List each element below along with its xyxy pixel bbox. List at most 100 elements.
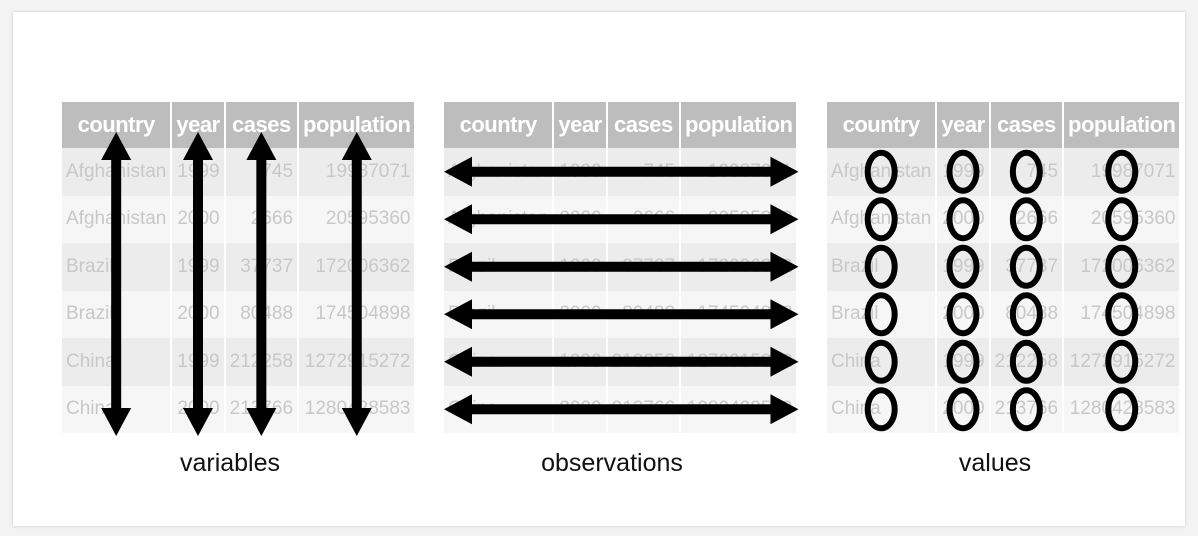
- population-cell: 174504898: [1064, 290, 1180, 338]
- country-cell: Afghanistan: [444, 195, 553, 243]
- cases-cell: 213766: [607, 385, 680, 433]
- country-cell: Afghanistan: [827, 148, 936, 196]
- cases-cell: 745: [607, 148, 680, 196]
- population-cell: 20595360: [1064, 195, 1180, 243]
- caption-variables: variables: [179, 449, 281, 477]
- population-cell: 19987071: [299, 148, 415, 196]
- cases-cell: 80488: [607, 290, 680, 338]
- table-row: Afghanistan 2000 2666 20595360: [444, 195, 797, 243]
- header-row: country year cases population: [444, 102, 797, 148]
- table-row: China 2000 213766 1280428583: [444, 385, 797, 433]
- year-cell: 1999: [937, 243, 989, 291]
- table-row: China 1999 212258 1272915272: [827, 338, 1180, 386]
- country-cell: Afghanistan: [62, 148, 171, 196]
- table-row: Brazil 1999 37737 172006362: [444, 243, 797, 291]
- population-header: population: [681, 102, 797, 148]
- cases-cell: 80488: [225, 290, 298, 338]
- population-cell: 1280428583: [299, 385, 415, 433]
- table-row: China 1999 212258 1272915272: [444, 338, 797, 386]
- country-header: country: [827, 102, 936, 148]
- table-row: Afghanistan 2000 2666 20595360: [827, 195, 1180, 243]
- population-cell: 19987071: [1064, 148, 1180, 196]
- header-row: country year cases population: [827, 102, 1180, 148]
- cases-cell: 212258: [225, 338, 298, 386]
- year-cell: 1999: [554, 148, 606, 196]
- country-cell: Brazil: [444, 290, 553, 338]
- country-cell: Afghanistan: [444, 148, 553, 196]
- population-cell: 172006362: [299, 243, 415, 291]
- table-row: Afghanistan 1999 745 19987071: [827, 148, 1180, 196]
- year-header: year: [172, 102, 224, 148]
- data-table: country year cases population Afghanistan 199…: [825, 102, 1181, 433]
- year-cell: 1999: [554, 243, 606, 291]
- year-cell: 2000: [554, 385, 606, 433]
- table-row: Brazil 1999 37737 172006362: [62, 243, 415, 291]
- year-cell: 1999: [937, 148, 989, 196]
- population-cell: 174504898: [681, 290, 797, 338]
- cases-cell: 2666: [225, 195, 298, 243]
- cases-cell: 213766: [225, 385, 298, 433]
- data-table: country year cases population Afghanistan 199…: [442, 102, 798, 433]
- panel-variables: country year cases population Afghanistan 199…: [62, 102, 415, 436]
- table-row: China 2000 213766 1280428583: [827, 385, 1180, 433]
- population-cell: 1272915272: [299, 338, 415, 386]
- population-cell: 172006362: [1064, 243, 1180, 291]
- country-cell: China: [62, 338, 171, 386]
- country-cell: China: [827, 385, 936, 433]
- country-cell: China: [827, 338, 936, 386]
- cases-cell: 37737: [990, 243, 1063, 291]
- year-cell: 2000: [554, 195, 606, 243]
- table-row: Brazil 2000 80488 174504898: [62, 290, 415, 338]
- caption-observations: observations: [541, 449, 683, 477]
- country-header: country: [444, 102, 553, 148]
- year-cell: 1999: [172, 243, 224, 291]
- country-cell: China: [444, 338, 553, 386]
- population-cell: 1280428583: [681, 385, 797, 433]
- cases-cell: 80488: [990, 290, 1063, 338]
- population-cell: 1280428583: [1064, 385, 1180, 433]
- panel-values: country year cases population Afghanistan 199…: [827, 102, 1180, 433]
- country-cell: Afghanistan: [827, 195, 936, 243]
- table-row: Afghanistan 1999 745 19987071: [62, 148, 415, 196]
- cases-header: cases: [225, 102, 298, 148]
- cases-cell: 745: [990, 148, 1063, 196]
- table-row: Brazil 2000 80488 174504898: [444, 290, 797, 338]
- cases-cell: 37737: [607, 243, 680, 291]
- year-cell: 2000: [172, 290, 224, 338]
- cases-cell: 2666: [990, 195, 1063, 243]
- year-cell: 2000: [554, 290, 606, 338]
- population-cell: 1272915272: [681, 338, 797, 386]
- year-header: year: [554, 102, 606, 148]
- year-cell: 1999: [554, 338, 606, 386]
- population-cell: 20595360: [299, 195, 415, 243]
- year-cell: 1999: [172, 148, 224, 196]
- country-cell: Afghanistan: [62, 195, 171, 243]
- panel-observations: country year cases population Afghanistan 199…: [444, 102, 799, 433]
- cases-header: cases: [990, 102, 1063, 148]
- cases-cell: 37737: [225, 243, 298, 291]
- population-cell: 20595360: [681, 195, 797, 243]
- table-row: Brazil 1999 37737 172006362: [827, 243, 1180, 291]
- table-row: China 2000 213766 1280428583: [62, 385, 415, 433]
- year-cell: 2000: [172, 195, 224, 243]
- population-header: population: [1064, 102, 1180, 148]
- table-row: Afghanistan 1999 745 19987071: [444, 148, 797, 196]
- year-cell: 2000: [937, 385, 989, 433]
- table-row: China 1999 212258 1272915272: [62, 338, 415, 386]
- header-row: country year cases population: [62, 102, 415, 148]
- year-cell: 1999: [172, 338, 224, 386]
- caption-values: values: [958, 449, 1032, 477]
- year-cell: 2000: [937, 290, 989, 338]
- table-row: Brazil 2000 80488 174504898: [827, 290, 1180, 338]
- country-cell: Brazil: [444, 243, 553, 291]
- cases-cell: 213766: [990, 385, 1063, 433]
- cases-cell: 2666: [607, 195, 680, 243]
- population-cell: 174504898: [299, 290, 415, 338]
- country-header: country: [62, 102, 171, 148]
- table-row: Afghanistan 2000 2666 20595360: [62, 195, 415, 243]
- cases-cell: 212258: [607, 338, 680, 386]
- country-cell: Brazil: [827, 243, 936, 291]
- country-cell: Brazil: [62, 290, 171, 338]
- data-table: country year cases population Afghanistan 199…: [60, 102, 416, 433]
- cases-cell: 745: [225, 148, 298, 196]
